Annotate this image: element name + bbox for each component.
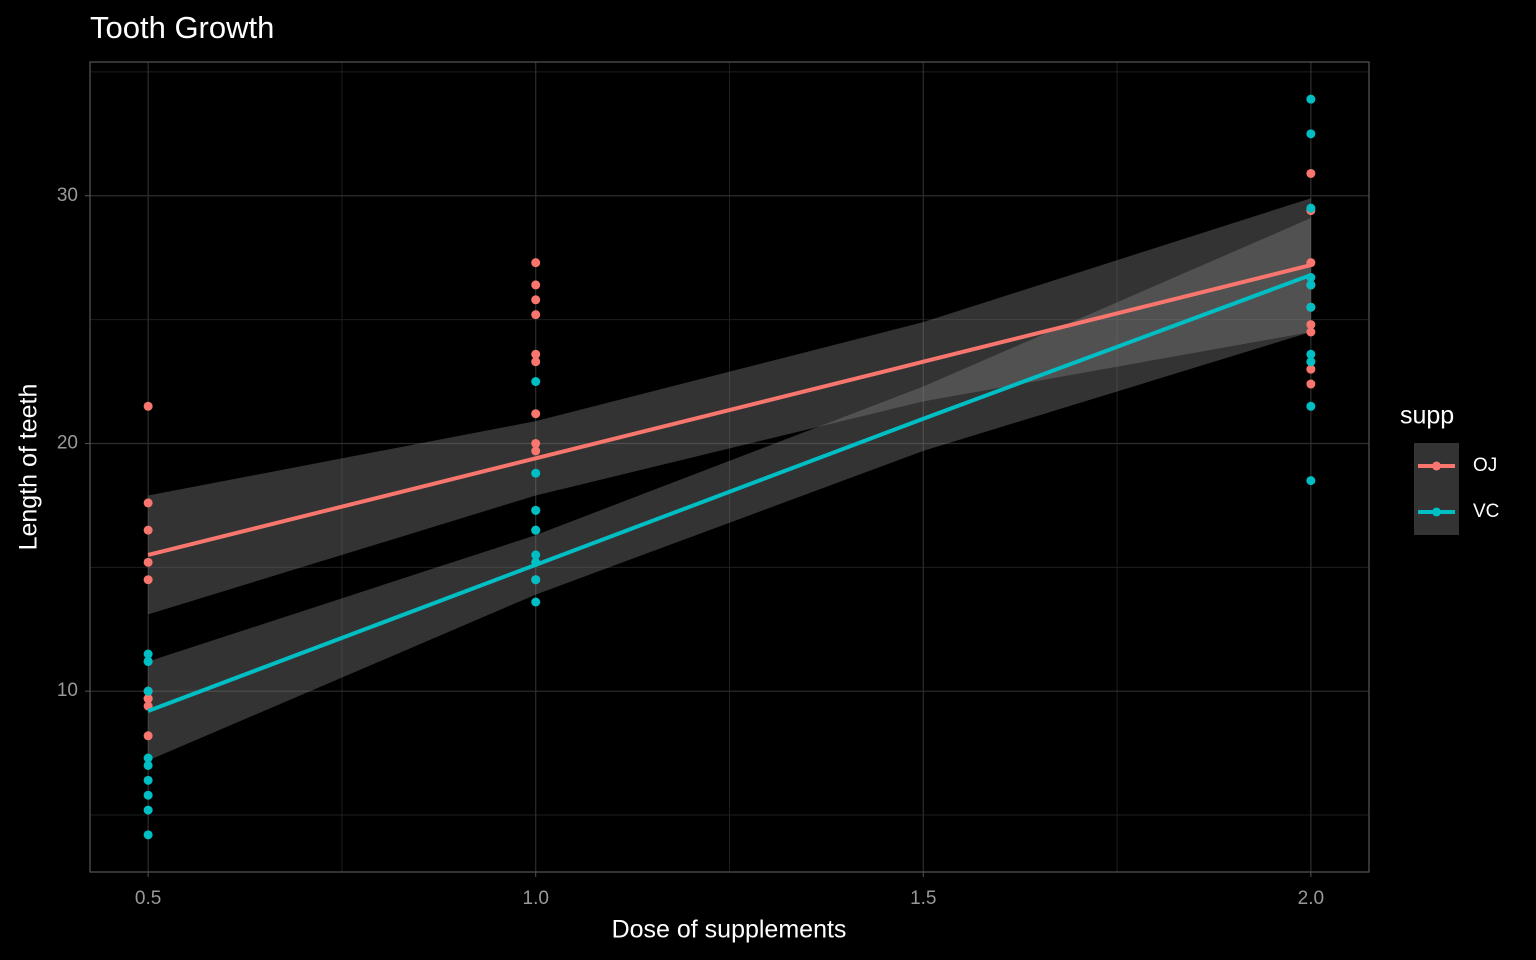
fit-line xyxy=(147,263,1312,557)
data-point xyxy=(143,557,153,567)
data-point xyxy=(531,295,541,305)
data-point xyxy=(143,686,153,696)
data-point xyxy=(1306,203,1316,213)
data-point xyxy=(1306,357,1316,367)
data-point xyxy=(143,575,153,585)
data-point xyxy=(143,498,153,508)
data-point xyxy=(143,656,153,666)
data-point xyxy=(531,349,541,359)
confidence-band xyxy=(148,218,1311,761)
y-tick-label: 10 xyxy=(57,680,78,701)
data-point xyxy=(143,525,153,535)
panel-border xyxy=(89,61,1370,873)
data-point xyxy=(1306,476,1316,486)
fit-line xyxy=(147,273,1312,713)
data-point xyxy=(1306,168,1316,178)
legend-key-point xyxy=(1432,507,1441,517)
legend-key-background xyxy=(1414,443,1459,535)
x-tick-label: 2.0 xyxy=(1298,888,1324,909)
data-point xyxy=(531,377,541,387)
data-point xyxy=(143,760,153,770)
data-point xyxy=(531,357,541,367)
data-point xyxy=(531,597,541,607)
data-point xyxy=(1306,401,1316,411)
data-point xyxy=(531,409,541,419)
data-point xyxy=(1306,364,1316,374)
legend-label: VC xyxy=(1473,501,1499,522)
data-point xyxy=(531,525,541,535)
data-point xyxy=(143,401,153,411)
grid xyxy=(90,62,1369,872)
data-point xyxy=(143,805,153,815)
data-point xyxy=(531,550,541,560)
x-axis-title: Dose of supplements xyxy=(612,916,847,944)
data-point xyxy=(1306,349,1316,359)
data-point xyxy=(1306,302,1316,312)
x-tick-label: 1.5 xyxy=(910,888,936,909)
data-point xyxy=(143,649,153,659)
data-point xyxy=(531,280,541,290)
data-point xyxy=(531,505,541,515)
legend: OJ VC xyxy=(1418,455,1499,522)
data-point xyxy=(531,258,541,268)
data-point xyxy=(143,830,153,840)
y-tick-label: 30 xyxy=(57,185,78,206)
plot-area xyxy=(143,94,1316,840)
data-point xyxy=(531,310,541,320)
x-tick-label: 1.0 xyxy=(523,888,549,909)
chart-title: Tooth Growth xyxy=(90,10,274,45)
data-point xyxy=(1306,320,1316,330)
data-point xyxy=(143,694,153,704)
data-point xyxy=(1306,379,1316,389)
data-point xyxy=(531,438,541,448)
confidence-band xyxy=(148,198,1311,615)
x-tick-label: 0.5 xyxy=(135,888,161,909)
data-point xyxy=(143,753,153,763)
data-point xyxy=(1306,280,1316,290)
legend-title: supp xyxy=(1400,402,1454,430)
legend-label: OJ xyxy=(1473,455,1497,476)
data-point xyxy=(143,775,153,785)
data-point xyxy=(143,731,153,741)
data-point xyxy=(1306,327,1316,337)
legend-key-point xyxy=(1432,461,1441,471)
y-tick-label: 20 xyxy=(57,432,78,453)
data-point xyxy=(531,468,541,478)
data-point xyxy=(1306,129,1316,139)
data-point xyxy=(531,446,541,456)
data-point xyxy=(1306,94,1316,104)
y-axis-title: Length of teeth xyxy=(15,384,43,551)
data-point xyxy=(531,575,541,585)
data-point xyxy=(143,790,153,800)
